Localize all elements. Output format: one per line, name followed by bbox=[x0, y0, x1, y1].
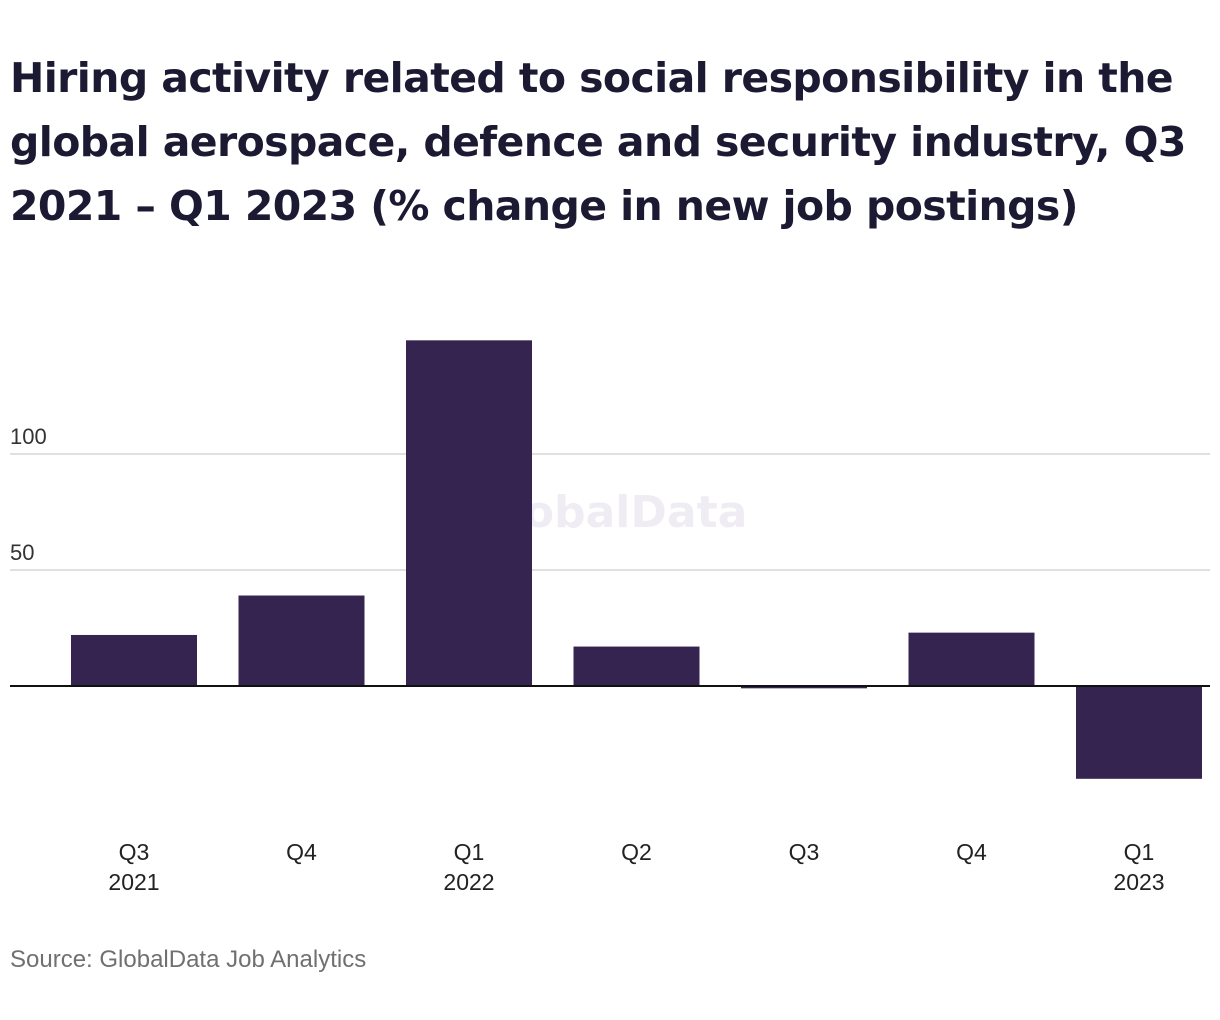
source-note: Source: GlobalData Job Analytics bbox=[10, 946, 367, 973]
bars bbox=[71, 340, 1202, 779]
x-axis-categories: Q3 2021 Q4 Q1 2022 Q2 Q3 Q4 Q1 2023 bbox=[108, 839, 1164, 895]
bar-3 bbox=[573, 646, 700, 686]
x-category-label: Q1 bbox=[1124, 839, 1155, 865]
bar-2 bbox=[406, 340, 532, 686]
y-tick-label: 100 bbox=[10, 424, 47, 449]
gridlines bbox=[10, 453, 1210, 571]
x-category-label: Q4 bbox=[956, 839, 987, 865]
bar-4 bbox=[741, 686, 867, 689]
bar-6 bbox=[1076, 686, 1202, 779]
x-category-label: Q2 bbox=[621, 839, 652, 865]
y-tick-label: 50 bbox=[10, 540, 34, 565]
x-category-year: 2023 bbox=[1113, 869, 1164, 895]
x-category-label: Q4 bbox=[286, 839, 317, 865]
x-category-year: 2022 bbox=[443, 869, 494, 895]
y-axis-ticks: 50 100 bbox=[10, 424, 47, 565]
bar-5 bbox=[908, 632, 1035, 686]
x-category-year: 2021 bbox=[108, 869, 159, 895]
x-category-label: Q3 bbox=[789, 839, 820, 865]
x-category-label: Q3 bbox=[119, 839, 150, 865]
x-category-label: Q1 bbox=[454, 839, 485, 865]
bar-0 bbox=[71, 634, 197, 686]
chart-title: Hiring activity related to social respon… bbox=[10, 54, 1186, 230]
bar-1 bbox=[238, 595, 365, 686]
